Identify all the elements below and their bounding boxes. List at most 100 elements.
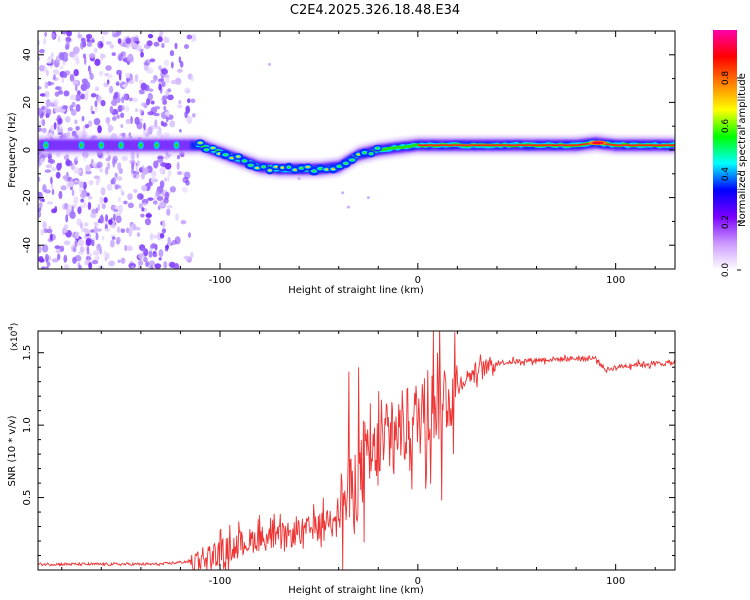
noise-speckle [38,127,43,132]
noise-speckle [109,239,115,248]
spectrogram-x-label: Height of straight line (km) [288,285,424,296]
noise-speckle [139,118,143,122]
noise-speckle [80,37,86,43]
snr-frame [37,330,676,571]
noise-speckle [192,113,196,118]
noise-speckle [99,215,104,224]
noise-speckle [63,90,70,97]
noise-speckle [109,44,115,49]
noise-speckle [170,61,174,69]
spectrogram-signal-ridge [38,134,675,178]
noise-speckle [140,102,147,107]
noise-speckle [145,213,152,218]
spectrogram-x-tick-label: 100 [606,275,625,286]
noise-speckle [58,190,63,200]
ridge-clump [261,165,266,168]
noise-speckle [41,198,45,203]
noise-speckle [160,120,164,127]
noise-speckle [122,84,128,88]
noise-speckle [120,123,124,129]
noise-speckle [46,261,51,267]
noise-speckle [94,58,101,66]
noise-speckle [79,246,85,253]
noise-speckle [60,185,67,191]
noise-speckle [44,90,50,98]
noise-speckle [341,191,345,195]
colorbar-label: Normalized spectral amplitude [737,73,748,227]
noise-speckle [71,189,75,197]
noise-speckle [129,76,133,81]
noise-speckle [51,167,56,172]
noise-speckle [91,208,97,214]
spectrogram-y-tick-label: 0 [22,147,33,153]
noise-speckle [67,127,73,132]
noise-speckle [75,231,80,240]
noise-speckle [116,236,121,244]
noise-speckle [143,128,149,137]
noise-speckle [166,208,171,216]
noise-speckle [140,213,145,218]
noise-speckle [46,69,49,77]
noise-speckle [98,70,104,77]
noise-speckle [140,82,147,91]
ridge-hotspot [591,141,604,145]
noise-speckle [124,105,130,113]
noise-speckle [164,111,170,116]
noise-speckle [152,200,158,205]
ridge-clump [306,165,310,169]
ridge-band [417,142,675,147]
ridge-clump [318,167,323,170]
noise-speckle [75,104,81,112]
noise-speckle [59,65,64,70]
noise-speckle [117,197,121,203]
noise-speckle [57,90,64,95]
ridge-clump [280,166,285,169]
noise-speckle [83,222,89,227]
noise-speckle [183,44,190,49]
noise-speckle [148,260,156,267]
noise-speckle [153,74,158,82]
noise-speckle [176,104,183,109]
ridge-clump [375,147,380,150]
ridge-clump [369,152,373,155]
ridge-clump [174,143,178,148]
ridge-clump [299,167,304,170]
colorbar-tick-label: 0.0 [721,263,731,278]
noise-speckle [190,252,194,259]
snr-y-tick-label: 1.0 [22,417,33,433]
noise-speckle [42,184,47,193]
noise-speckle [153,235,157,239]
colorbar-tick-label: 0.2 [721,215,731,229]
noise-speckle [41,127,47,133]
noise-speckle [55,248,62,254]
noise-speckle [101,235,105,241]
noise-speckle [153,41,160,47]
noise-speckle [115,215,122,224]
noise-speckle [186,34,193,40]
noise-speckle [47,152,52,161]
noise-speckle [117,162,122,171]
noise-speckle [125,37,132,45]
noise-speckle [91,239,95,247]
noise-speckle [147,126,153,135]
noise-speckle [38,56,41,61]
spectrogram-panel: -100 0 100 -40 -20 0 20 40 Height of straight l… [7,30,676,296]
noise-speckle [101,31,109,36]
noise-speckle [110,178,114,185]
noise-speckle [183,255,190,260]
noise-speckle [141,247,146,252]
noise-speckle [41,119,46,127]
noise-speckle [146,40,153,47]
noise-speckle [125,72,131,79]
noise-speckle [61,105,69,110]
noise-speckle [153,112,160,117]
noise-speckle [46,201,54,205]
noise-speckle [163,105,167,111]
noise-speckle [138,203,144,209]
noise-speckle [90,93,97,98]
colorbar-scale [713,30,737,270]
noise-speckle [144,59,151,66]
noise-speckle [145,261,150,267]
ridge-clump [139,143,143,148]
noise-speckle [50,176,53,185]
